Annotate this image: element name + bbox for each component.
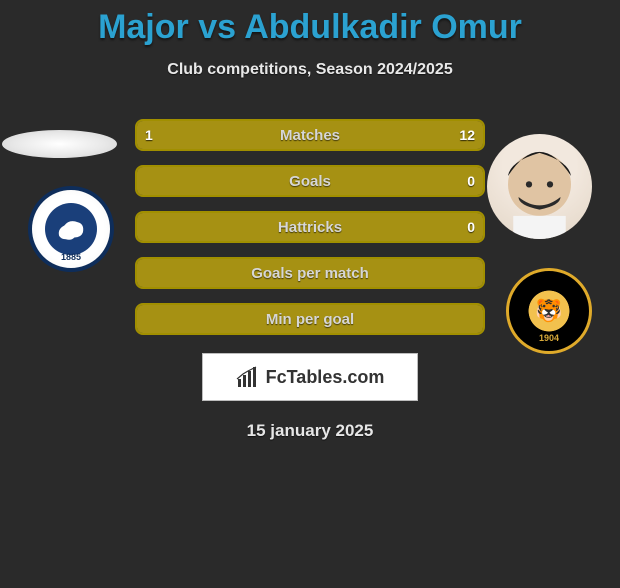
stat-label: Goals per match: [251, 265, 369, 282]
stat-row: Goals 0: [135, 165, 485, 197]
lion-icon: [54, 212, 88, 246]
stat-value-right: 0: [467, 219, 475, 235]
player-right-avatar: [487, 134, 592, 239]
bar-chart-icon: [236, 365, 260, 389]
stat-value-right: 12: [459, 127, 475, 143]
club-badge-left-year: 1885: [61, 252, 81, 262]
tiger-icon: 🐯: [523, 285, 575, 337]
stat-label: Hattricks: [278, 219, 342, 236]
stat-row: Hattricks 0: [135, 211, 485, 243]
subtitle: Club competitions, Season 2024/2025: [0, 61, 620, 79]
date-text: 15 january 2025: [0, 421, 620, 441]
stat-label: Matches: [280, 127, 340, 144]
club-badge-left: 1885: [28, 186, 114, 272]
branding-box: FcTables.com: [202, 353, 418, 401]
player-left-avatar: [2, 130, 117, 158]
stat-row: Min per goal: [135, 303, 485, 335]
stat-label: Min per goal: [266, 311, 354, 328]
page-title: Major vs Abdulkadir Omur: [0, 8, 620, 47]
stat-row: Goals per match: [135, 257, 485, 289]
stat-row: Matches 1 12: [135, 119, 485, 151]
stats-container: Matches 1 12 Goals 0 Hattricks 0 Goals per matc…: [135, 119, 485, 335]
branding-text: FcTables.com: [266, 367, 385, 388]
stat-label: Goals: [289, 173, 331, 190]
stat-value-left: 1: [145, 127, 153, 143]
player-face-icon: [487, 134, 592, 239]
club-badge-right: 🐯 1904: [506, 268, 592, 354]
stat-value-right: 0: [467, 173, 475, 189]
club-badge-right-year: 1904: [539, 333, 559, 343]
